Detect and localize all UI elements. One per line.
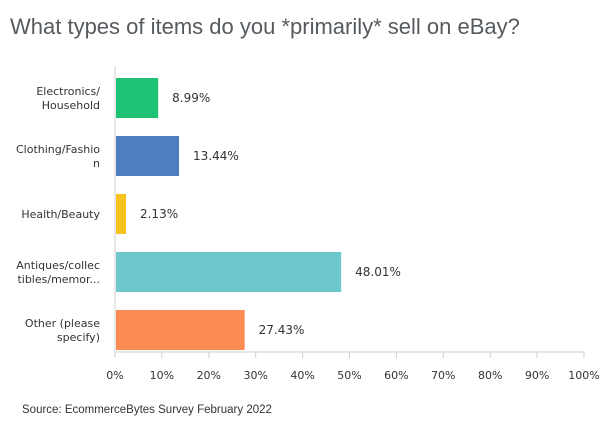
x-tick-label: 0%	[106, 369, 123, 382]
category-label: Electronics/	[36, 85, 100, 98]
data-label: 2.13%	[140, 207, 178, 221]
x-tick-label: 100%	[568, 369, 599, 382]
bar	[116, 194, 126, 234]
bar	[116, 78, 159, 118]
bar	[116, 252, 342, 292]
category-label: tibles/memor...	[17, 273, 100, 286]
category-label: n	[93, 157, 100, 170]
x-tick-label: 90%	[525, 369, 549, 382]
category-label: specify)	[57, 331, 100, 344]
data-label: 27.43%	[259, 323, 305, 337]
x-tick-label: 20%	[197, 369, 221, 382]
category-label: Antiques/collec	[16, 259, 100, 272]
x-tick-label: 10%	[150, 369, 174, 382]
data-label: 48.01%	[355, 265, 401, 279]
x-tick-label: 50%	[337, 369, 361, 382]
bar	[116, 136, 180, 176]
category-label: Other (please	[25, 317, 100, 330]
category-label: Clothing/Fashio	[16, 143, 100, 156]
x-tick-label: 80%	[478, 369, 502, 382]
x-tick-label: 30%	[243, 369, 267, 382]
bar	[116, 310, 245, 350]
category-label: Health/Beauty	[21, 208, 100, 221]
source-note: Source: EcommerceBytes Survey February 2…	[22, 404, 272, 416]
bar-chart: 8.99% Electronics/Household 13.44% Clothing…	[16, 66, 600, 382]
x-tick-label: 60%	[384, 369, 408, 382]
category-label: Household	[42, 99, 100, 112]
x-tick-label: 70%	[431, 369, 455, 382]
chart-title: What types of items do you *primarily* s…	[10, 14, 520, 39]
data-label: 13.44%	[193, 149, 239, 163]
data-label: 8.99%	[172, 91, 210, 105]
x-tick-label: 40%	[290, 369, 314, 382]
